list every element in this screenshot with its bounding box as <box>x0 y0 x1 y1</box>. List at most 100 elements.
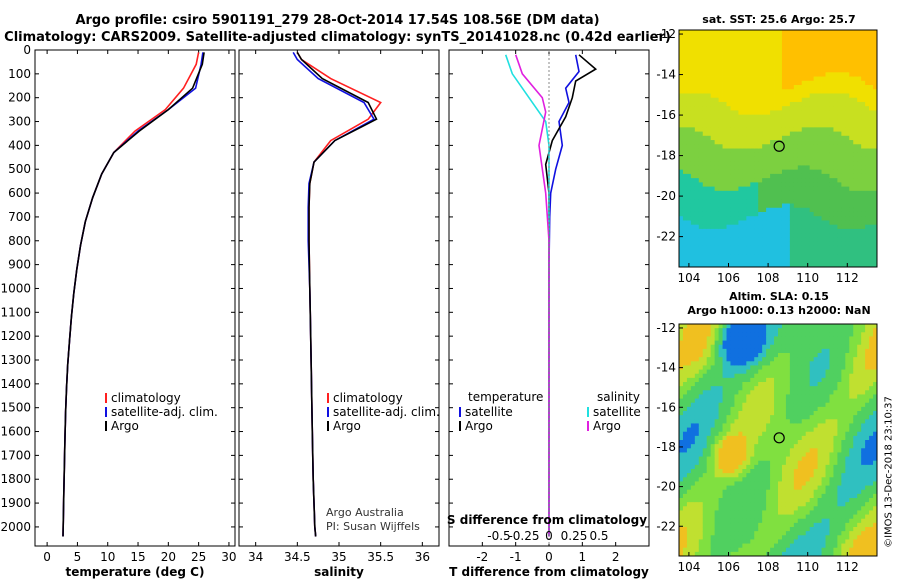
map-cell <box>774 254 779 259</box>
map-cell <box>781 485 787 491</box>
map-cell <box>817 250 822 255</box>
map-cell <box>730 55 735 61</box>
map-cell <box>754 498 759 503</box>
map-cell <box>682 152 688 158</box>
map-cell <box>833 34 838 39</box>
map-cell <box>797 473 803 478</box>
map-cell <box>722 42 727 48</box>
map-cell <box>718 140 723 145</box>
map-cell <box>682 423 688 428</box>
map-cell <box>694 131 700 137</box>
map-cell <box>849 199 854 204</box>
map-cell <box>762 427 767 433</box>
map-cell <box>706 156 712 162</box>
map-cell <box>801 440 807 445</box>
map-cell <box>762 195 767 200</box>
map-cell <box>781 531 787 536</box>
map-cell <box>694 353 700 358</box>
map-cell <box>750 55 755 61</box>
map-cell <box>849 106 854 111</box>
map-cell <box>694 386 700 391</box>
map-cell <box>837 76 842 82</box>
map-cell <box>849 76 854 82</box>
map-cell <box>869 148 874 154</box>
map-cell <box>841 68 846 73</box>
map-cell <box>698 186 704 192</box>
map-cell <box>865 216 870 221</box>
depth-tick-label: 1700 <box>0 448 31 462</box>
map-cell <box>821 80 826 86</box>
map-cell <box>793 357 799 362</box>
map-cell <box>730 85 735 90</box>
map-cell <box>734 431 739 437</box>
map-cell <box>766 431 771 437</box>
map-cell <box>750 369 755 375</box>
map-cell <box>789 38 795 44</box>
map-cell <box>801 233 807 238</box>
map-cell <box>833 123 838 128</box>
map-cell <box>706 30 712 35</box>
map-cell <box>738 324 743 329</box>
map-cell <box>750 148 755 154</box>
map-cell <box>742 59 747 65</box>
map-cell <box>853 182 858 187</box>
map-cell <box>841 131 846 137</box>
map-cell <box>781 423 787 428</box>
map-cell <box>797 140 803 145</box>
map-cell <box>833 30 838 35</box>
map-cell <box>789 89 795 94</box>
map-cell <box>754 353 759 358</box>
map-cell <box>837 34 842 39</box>
map-cell <box>869 34 874 39</box>
map-cell <box>825 241 830 247</box>
map-cell <box>690 398 696 404</box>
map-cell <box>801 365 807 370</box>
map-cell <box>714 144 719 149</box>
map-cell <box>766 506 771 511</box>
map-cell <box>857 135 862 141</box>
map-cell <box>778 382 783 387</box>
map-cell <box>766 344 771 350</box>
map-cell <box>742 144 747 149</box>
map-cell <box>766 485 771 491</box>
map-cell <box>698 182 704 187</box>
map-cell <box>762 510 767 515</box>
map-cell <box>698 415 704 420</box>
map-cell <box>742 440 747 445</box>
map-x-tick-label: 108 <box>757 271 780 285</box>
map-cell <box>770 452 775 457</box>
map-cell <box>778 477 783 482</box>
map-cell <box>738 348 743 354</box>
map-cell <box>785 34 791 39</box>
map-cell <box>809 328 815 333</box>
map-cell <box>706 477 712 482</box>
map-cell <box>714 203 719 209</box>
map-cell <box>821 76 826 82</box>
map-cell <box>797 543 803 549</box>
map-cell <box>789 477 795 482</box>
map-cell <box>726 34 731 39</box>
map-cell <box>778 207 783 213</box>
map-cell <box>865 195 870 200</box>
map-cell <box>770 328 775 333</box>
map-cell <box>714 477 719 482</box>
map-cell <box>817 169 822 175</box>
map-cell <box>766 373 771 379</box>
map-cell <box>754 224 759 230</box>
map-cell <box>718 402 723 408</box>
map-cell <box>809 551 815 557</box>
map-cell <box>853 245 858 251</box>
map-cell <box>778 173 783 179</box>
map-cell <box>841 211 846 217</box>
map-cell <box>686 547 692 553</box>
map-cell <box>825 76 830 82</box>
map-cell <box>706 97 712 103</box>
map-cell <box>686 127 692 132</box>
map-cell <box>710 460 716 466</box>
map-cell <box>793 199 799 204</box>
map-cell <box>778 68 783 73</box>
map-cell <box>706 173 712 179</box>
map-cell <box>781 510 787 515</box>
map-cell <box>750 506 755 511</box>
map-cell <box>770 444 775 449</box>
